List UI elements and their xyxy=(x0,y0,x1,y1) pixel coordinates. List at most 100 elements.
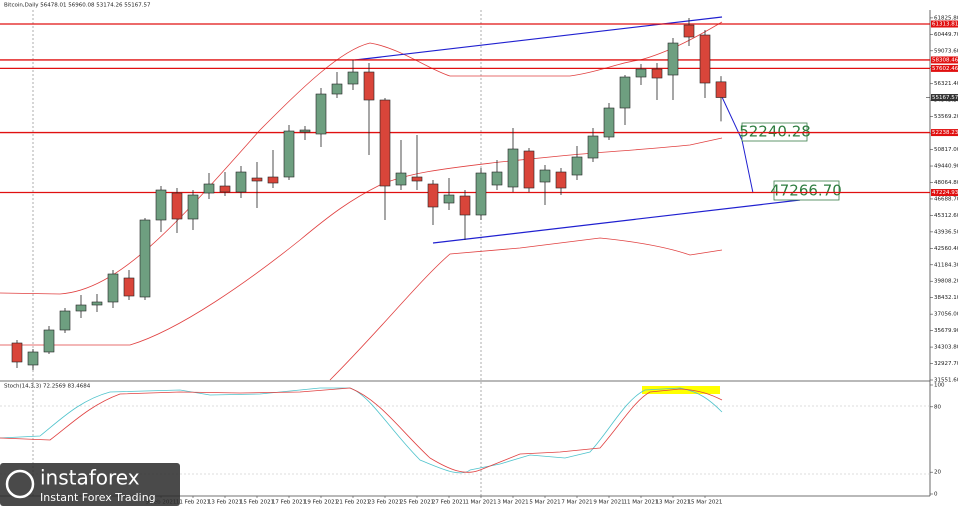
x-tick-label: 15 Mar 2021 xyxy=(688,500,723,506)
candle-body xyxy=(715,81,727,98)
y-tick-label: 46688.70 xyxy=(934,196,958,202)
candle-body xyxy=(331,83,343,95)
level-label: 57602.46 xyxy=(932,66,958,72)
candle-body xyxy=(523,150,535,189)
candle-body xyxy=(411,176,423,182)
candle-body xyxy=(571,156,583,176)
channel-lower xyxy=(432,199,801,244)
stoch-tick-label: 20 xyxy=(934,470,941,476)
x-tick-label: 15 Feb 2021 xyxy=(240,500,274,506)
stoch-signal xyxy=(0,387,723,473)
x-tick-label: 3 Mar 2021 xyxy=(497,500,528,506)
candle-body xyxy=(475,172,487,216)
x-tick-label: 11 Mar 2021 xyxy=(624,500,659,506)
candle-body xyxy=(635,68,647,78)
candle-body xyxy=(251,177,263,182)
x-tick-label: 21 Feb 2021 xyxy=(336,500,370,506)
level-tag xyxy=(931,56,958,64)
candle-body xyxy=(283,130,295,178)
y-tick-label: 56321.40 xyxy=(934,81,958,87)
x-tick-label: 13 Feb 2021 xyxy=(208,500,242,506)
candle-body xyxy=(123,277,135,297)
y-tick-label: 60449.70 xyxy=(934,32,958,38)
logo-name: instaforex xyxy=(40,466,140,490)
y-tick-label: 53569.20 xyxy=(934,114,958,120)
level-label: 52238.23 xyxy=(932,130,958,136)
x-tick-label: 25 Feb 2021 xyxy=(400,500,434,506)
y-tick-label: 32927.70 xyxy=(934,361,958,367)
x-tick-label: 19 Feb 2021 xyxy=(304,500,338,506)
y-tick-label: 34303.80 xyxy=(934,345,958,351)
candle-body xyxy=(203,183,215,194)
candle-body xyxy=(27,351,39,366)
candle-body xyxy=(75,304,87,312)
x-tick-label: 17 Feb 2021 xyxy=(272,500,306,506)
annotation: 47266.70 xyxy=(770,182,842,200)
last-price-tag xyxy=(931,94,958,102)
x-tick-label: 11 Feb 2021 xyxy=(176,500,210,506)
lower-band xyxy=(329,237,723,381)
candle-body xyxy=(267,176,279,184)
x-tick-label: 5 Mar 2021 xyxy=(529,500,560,506)
candle-body xyxy=(667,42,679,76)
y-tick-label: 31551.60 xyxy=(934,378,958,384)
stoch-tick-label: 80 xyxy=(934,404,941,410)
candle-body xyxy=(651,68,663,79)
level-label: 61313.81 xyxy=(932,22,958,28)
y-tick-label: 50817.00 xyxy=(934,147,958,153)
x-tick-label: 9 Mar 2021 xyxy=(593,500,624,506)
candle-body xyxy=(59,310,71,331)
annotation: 52240.28 xyxy=(739,123,811,141)
level-tag xyxy=(931,189,958,197)
stoch-tick-label: 100 xyxy=(934,383,945,389)
candle-body xyxy=(459,195,471,216)
level-tag xyxy=(931,64,958,72)
candle-body xyxy=(683,24,695,38)
candle-body xyxy=(11,342,23,363)
x-tick-label: 1 Mar 2021 xyxy=(465,500,496,506)
stoch-tick-label: 0 xyxy=(934,492,938,498)
candle-body xyxy=(507,148,519,188)
candle-body xyxy=(491,171,503,186)
y-tick-label: 48064.80 xyxy=(934,180,958,186)
x-tick-label: 7 Mar 2021 xyxy=(561,500,592,506)
y-tick-label: 45312.60 xyxy=(934,213,958,219)
candle-body xyxy=(619,76,631,109)
candle-body xyxy=(379,99,391,187)
candle-body xyxy=(363,71,375,101)
y-tick-label: 38432.10 xyxy=(934,295,958,301)
logo-tagline: Instant Forex Trading xyxy=(40,491,156,504)
x-tick-label: 27 Feb 2021 xyxy=(432,500,466,506)
candle-body xyxy=(219,185,231,193)
chart-title: Bitcoin,Daily 56478.01 56960.08 53174.26… xyxy=(4,3,151,9)
candle-body xyxy=(603,107,615,138)
candle-body xyxy=(187,194,199,220)
candle-body xyxy=(155,189,167,221)
level-label: 58308.46 xyxy=(932,57,958,63)
stoch-highlight xyxy=(642,386,720,394)
annotation-box xyxy=(773,180,840,201)
candle-body xyxy=(443,194,455,204)
candle-body xyxy=(91,301,103,306)
level-tag xyxy=(931,129,958,137)
last-price-label: 55167.57 xyxy=(932,95,958,101)
y-tick-label: 41184.30 xyxy=(934,262,958,268)
y-tick-label: 61825.80 xyxy=(934,15,958,21)
x-tick-label: 13 Mar 2021 xyxy=(656,500,691,506)
candle-body xyxy=(427,183,439,208)
candle-body xyxy=(299,129,311,133)
candle-body xyxy=(539,169,551,183)
y-tick-label: 35679.90 xyxy=(934,328,958,334)
candle-body xyxy=(171,192,183,220)
candle-body xyxy=(395,172,407,186)
candle-body xyxy=(235,171,247,193)
candle-body xyxy=(699,34,711,84)
candle-body xyxy=(139,219,151,298)
candle-body xyxy=(555,171,567,189)
candle-body xyxy=(107,273,119,303)
y-tick-label: 39808.20 xyxy=(934,279,958,285)
candle-body xyxy=(587,135,599,159)
y-tick-label: 43936.50 xyxy=(934,229,958,235)
candle-body xyxy=(43,329,55,353)
